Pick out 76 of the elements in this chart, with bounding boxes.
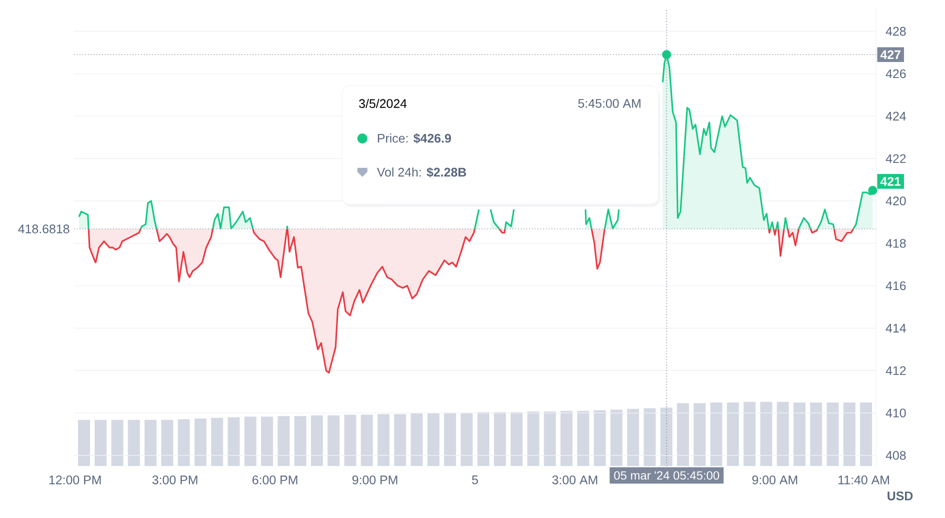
y-tick-label: 428 — [886, 26, 906, 36]
x-tick-label: 9:00 AM — [752, 476, 798, 484]
y-tick-label: 418 — [886, 238, 906, 248]
bar — [477, 412, 490, 466]
bar — [178, 419, 190, 466]
x-tick-label: 5 — [472, 476, 478, 484]
bar — [510, 412, 523, 466]
bar — [78, 420, 90, 466]
bar — [344, 414, 356, 466]
annotation: 421 — [880, 177, 901, 186]
bar — [694, 403, 706, 466]
annotation: Vol 24h: $2.28B — [376, 167, 466, 178]
y-tick-label: 420 — [886, 196, 906, 206]
bar — [810, 402, 822, 466]
bar — [360, 414, 373, 466]
y-tick-label: 410 — [886, 408, 906, 418]
annotation: Price: $426.9 — [378, 133, 451, 144]
bar — [194, 418, 206, 466]
bar — [144, 420, 157, 466]
x-tick-label: 3:00 AM — [552, 476, 598, 484]
bar — [760, 402, 772, 466]
bar — [261, 416, 274, 466]
bar — [494, 412, 506, 466]
x-tick-label: 11:40 AM — [838, 476, 889, 484]
bar — [444, 412, 456, 466]
bar — [378, 414, 390, 466]
bar — [94, 420, 107, 466]
bar — [577, 410, 590, 466]
bar — [244, 416, 256, 466]
bar — [744, 402, 756, 466]
bar — [460, 412, 473, 466]
x-tick-label: 9:00 PM — [352, 476, 398, 484]
bar — [860, 402, 872, 466]
bar — [310, 415, 323, 466]
bar — [328, 415, 340, 466]
bar — [128, 420, 140, 466]
bar — [843, 402, 856, 466]
ref-line-label: 427 — [880, 50, 900, 59]
bar — [644, 408, 656, 466]
bar — [594, 410, 606, 466]
bar — [294, 416, 306, 466]
y-tick-label: 424 — [886, 112, 906, 120]
x-tick-label: 12:00 PM — [49, 476, 101, 484]
bar — [278, 416, 290, 466]
y-tick-label: 412 — [886, 366, 906, 375]
y-tick-label: 414 — [886, 324, 906, 332]
bar — [610, 410, 622, 466]
annotation: 5:45:00 AM — [578, 99, 640, 108]
x-tick-label: 3:00 PM — [152, 476, 198, 484]
bar — [544, 411, 556, 466]
bar — [660, 408, 672, 466]
y-tick-label: 422 — [886, 154, 906, 163]
bar — [527, 411, 540, 466]
bar — [560, 410, 573, 466]
x-tick-label: 6:00 PM — [252, 476, 298, 484]
bar — [826, 402, 839, 466]
y-axis-title: USD — [888, 492, 913, 500]
bar — [793, 402, 806, 466]
bar — [394, 414, 406, 466]
bar — [161, 420, 174, 466]
y-tick-label: 408 — [886, 450, 906, 460]
y-tick-label: 426 — [886, 69, 906, 78]
bar — [211, 418, 224, 466]
bar — [677, 403, 689, 466]
bar — [410, 413, 423, 466]
bar — [726, 402, 739, 466]
ref-line-label: 418.6818 — [18, 224, 70, 234]
bar — [228, 417, 240, 466]
bar — [710, 402, 722, 466]
y-tick-label: 416 — [886, 281, 906, 290]
bar — [111, 420, 124, 466]
bar — [427, 413, 440, 466]
bar — [776, 402, 789, 466]
bar — [627, 408, 640, 466]
annotation: 3/5/2024 — [359, 98, 407, 108]
ref-line-label: 05 mar '24 05:45:00 — [614, 471, 720, 480]
